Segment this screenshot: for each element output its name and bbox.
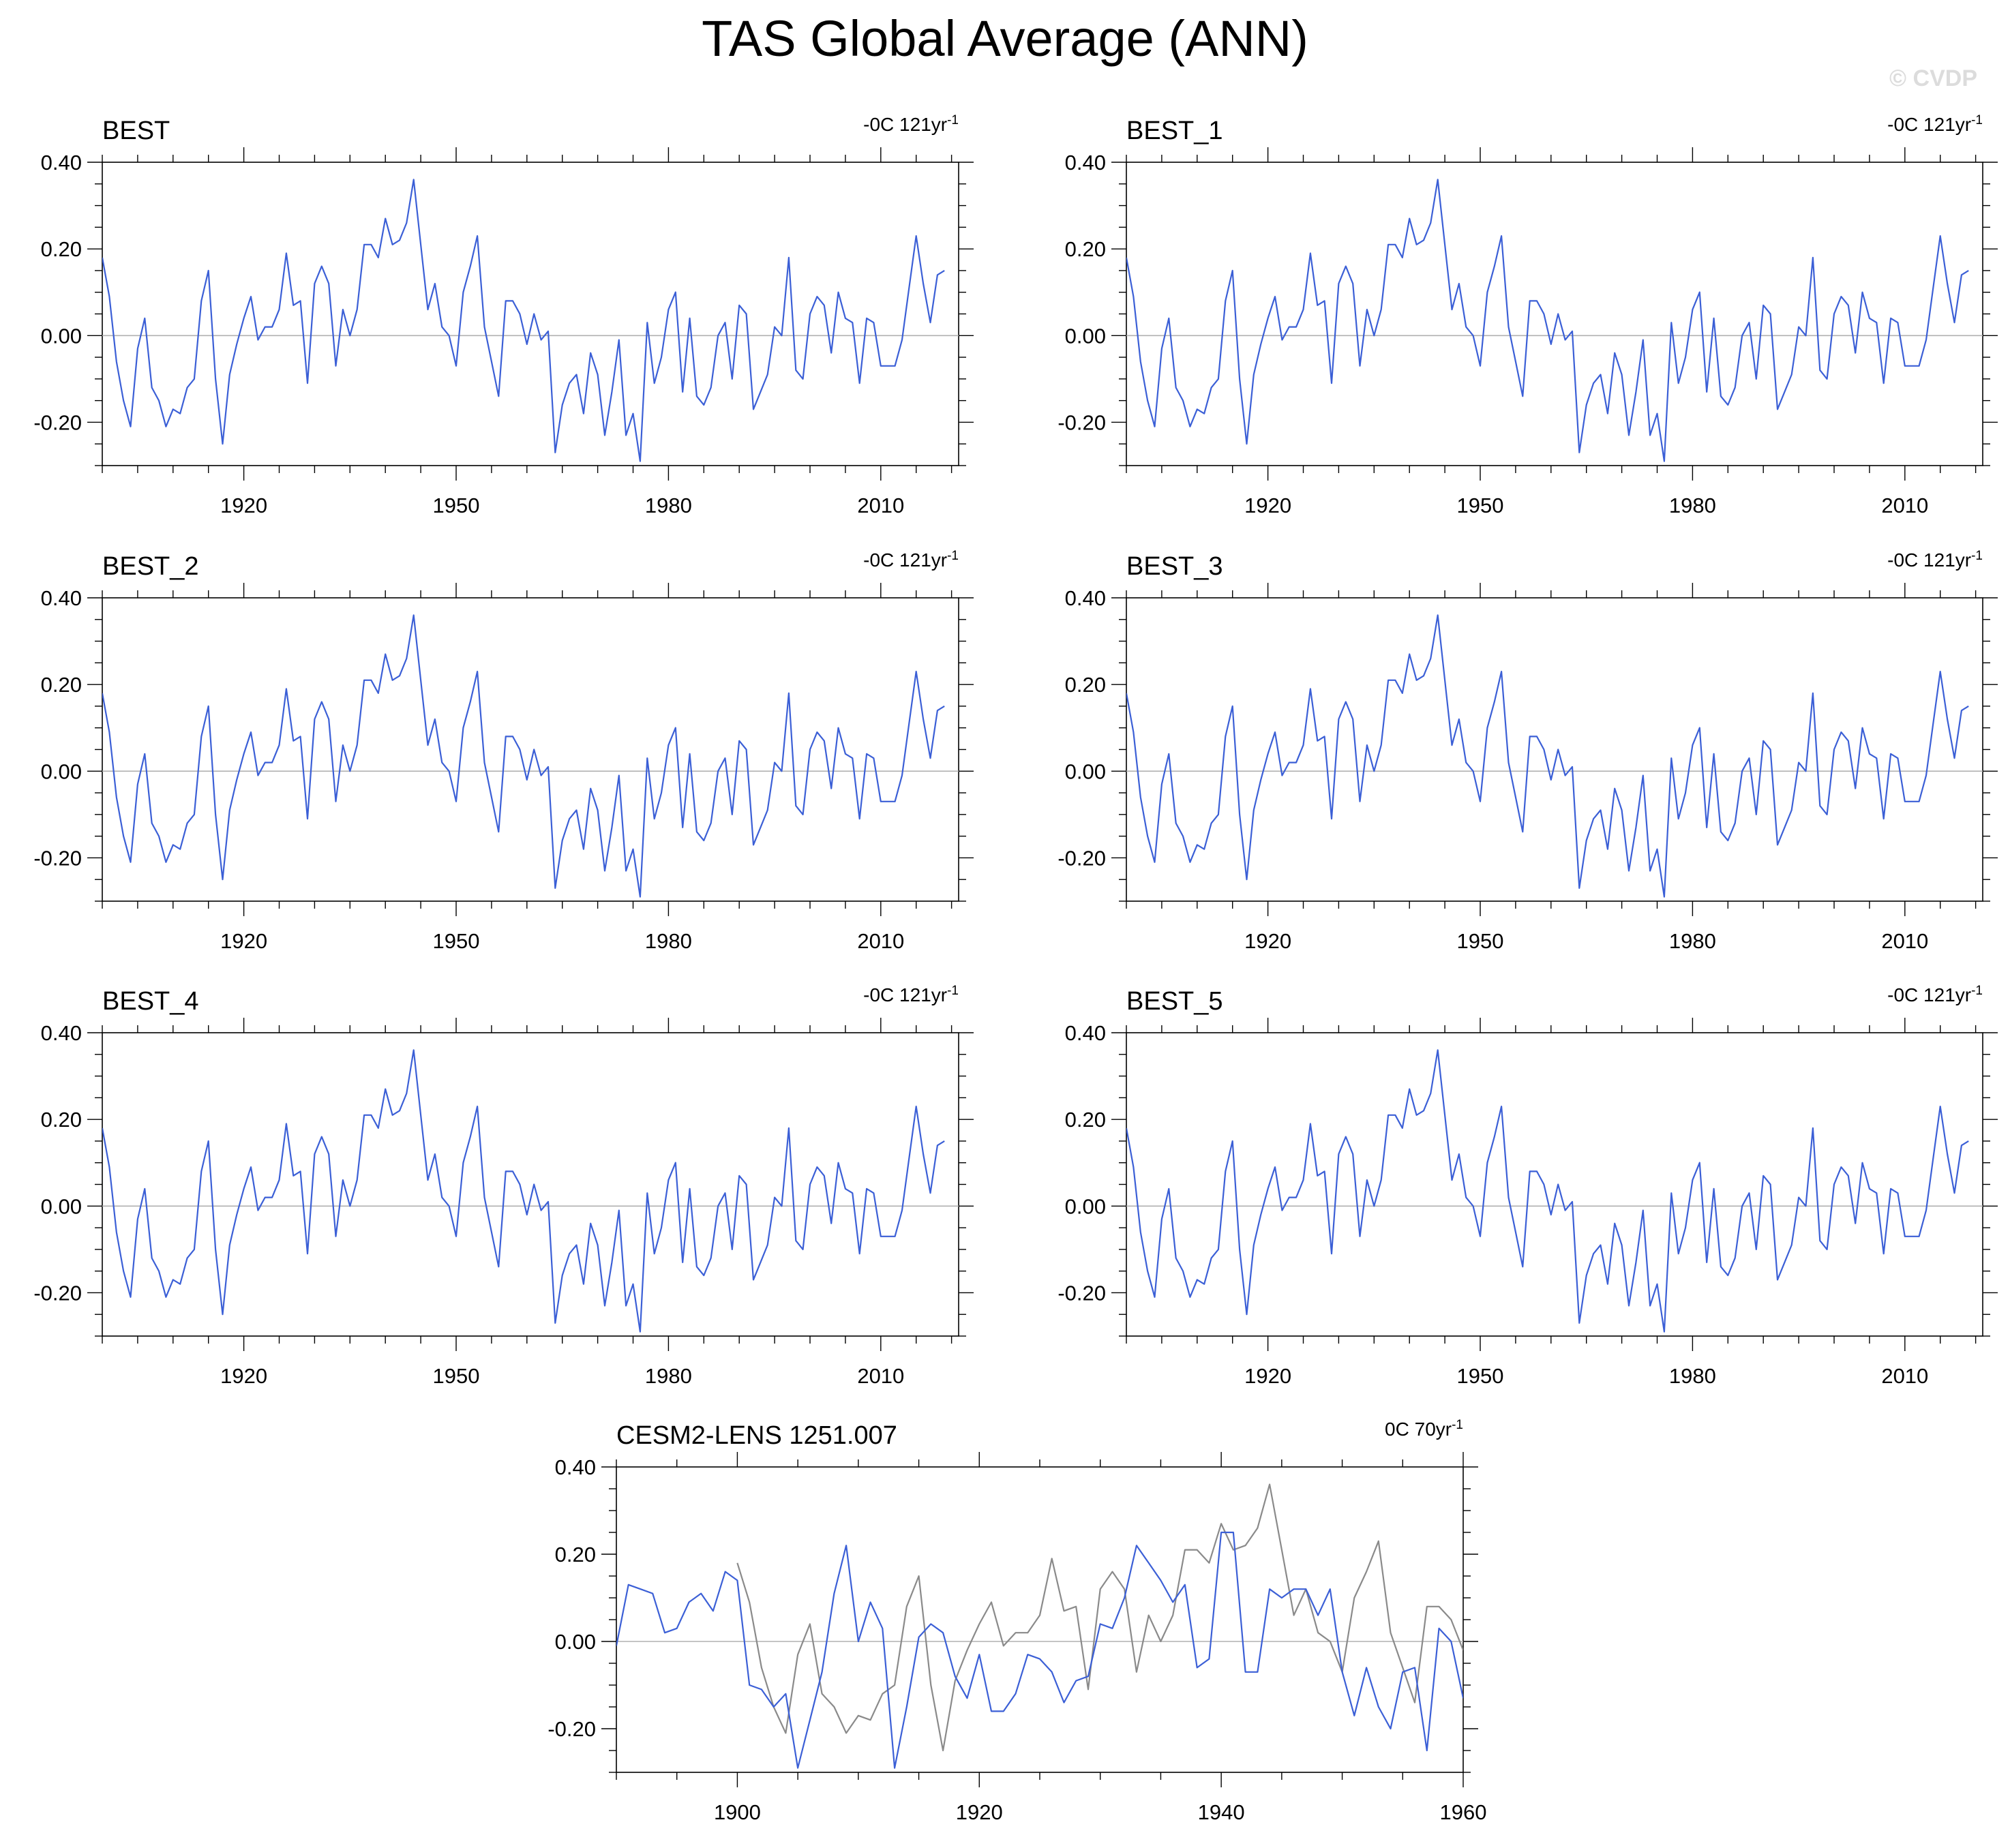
series-line: [1126, 179, 1969, 462]
x-tick-label: 2010: [1881, 494, 1928, 517]
x-tick-label: 1900: [714, 1800, 761, 1824]
y-tick-label: 0.00: [41, 759, 82, 783]
x-tick-label: 1980: [1669, 494, 1716, 517]
x-tick-label: 1950: [433, 929, 480, 953]
y-tick-label: -0.20: [33, 410, 82, 434]
x-tick-label: 1920: [220, 494, 267, 517]
plot-frame: [102, 162, 959, 466]
y-tick-label: 0.20: [1065, 673, 1106, 697]
x-tick-label: 1950: [1457, 929, 1504, 953]
watermark-text: © CVDP: [1889, 65, 1977, 91]
x-tick-label: 2010: [1881, 929, 1928, 953]
x-tick-label: 2010: [857, 494, 904, 517]
y-tick-label: 0.40: [1065, 586, 1106, 610]
panel-title: BEST_2: [102, 552, 199, 581]
plot-frame: [1126, 162, 1983, 466]
trend-annotation: -0C 121yr-1: [1887, 984, 1983, 1005]
y-tick-label: 0.20: [41, 237, 82, 261]
plot-frame: [102, 597, 959, 902]
observed-series-line: [736, 1483, 1463, 1752]
x-tick-label: 1920: [220, 1364, 267, 1388]
panel-title: BEST_3: [1126, 552, 1223, 581]
y-tick-label: -0.20: [548, 1717, 596, 1741]
y-tick-label: 0.40: [1065, 151, 1106, 175]
x-tick-label: 1960: [1440, 1800, 1487, 1824]
y-tick-label: -0.20: [1058, 846, 1106, 870]
panel-title: BEST_5: [1126, 987, 1223, 1016]
trend-annotation: -0C 121yr-1: [863, 113, 959, 135]
plot-frame: [102, 1032, 959, 1337]
panel-title: BEST_1: [1126, 117, 1223, 145]
trend-annotation: -0C 121yr-1: [863, 549, 959, 571]
x-tick-label: 2010: [857, 1364, 904, 1388]
y-tick-label: 0.00: [1065, 759, 1106, 783]
y-tick-label: 0.40: [555, 1455, 596, 1479]
x-tick-label: 1950: [433, 1364, 480, 1388]
x-tick-label: 1920: [1244, 494, 1291, 517]
x-tick-label: 2010: [1881, 1364, 1928, 1388]
x-tick-label: 1950: [1457, 1364, 1504, 1388]
x-tick-label: 1980: [645, 494, 692, 517]
trend-annotation: 0C 70yr-1: [1385, 1418, 1463, 1440]
y-tick-label: 0.00: [1065, 1194, 1106, 1218]
y-tick-label: 0.20: [555, 1543, 596, 1566]
x-tick-label: 1940: [1198, 1800, 1245, 1824]
chart-panel-4: 0.40 0.20 0.00 -0.20 1920 1950 1980 2010 BEST_3 -…: [1058, 549, 1998, 953]
x-tick-label: 1950: [433, 494, 480, 517]
chart-panel-1: 0.40 0.20 0.00 -0.20 1920 1950 1980 2010 BEST -0C…: [33, 113, 974, 517]
panel-title: BEST_4: [102, 987, 199, 1016]
y-tick-label: 0.20: [41, 1108, 82, 1132]
x-tick-label: 1980: [1669, 1364, 1716, 1388]
y-tick-label: 0.40: [41, 1021, 82, 1045]
y-tick-label: -0.20: [33, 1281, 82, 1305]
series-line: [102, 1049, 945, 1333]
series-line: [102, 179, 945, 462]
x-tick-label: 1920: [956, 1800, 1003, 1824]
y-tick-label: 0.40: [41, 151, 82, 175]
y-tick-label: 0.20: [1065, 237, 1106, 261]
plot-frame: [1126, 597, 1983, 902]
panel-title: BEST: [102, 117, 170, 145]
x-tick-label: 1950: [1457, 494, 1504, 517]
x-tick-label: 1980: [1669, 929, 1716, 953]
x-tick-label: 1920: [220, 929, 267, 953]
x-tick-label: 2010: [857, 929, 904, 953]
y-tick-label: 0.20: [1065, 1108, 1106, 1132]
plot-frame: [616, 1466, 1464, 1773]
trend-annotation: -0C 121yr-1: [1887, 113, 1983, 135]
x-tick-label: 1980: [645, 1364, 692, 1388]
series-line: [102, 614, 945, 898]
series-line: [616, 1531, 1463, 1769]
y-tick-label: -0.20: [33, 846, 82, 870]
y-tick-label: 0.00: [41, 1194, 82, 1218]
plot-frame: [1126, 1032, 1983, 1337]
figure-title: TAS Global Average (ANN): [702, 10, 1308, 67]
y-tick-label: 0.40: [1065, 1021, 1106, 1045]
series-line: [1126, 1049, 1969, 1333]
y-tick-label: 0.00: [1065, 324, 1106, 348]
y-tick-label: 0.00: [41, 324, 82, 348]
series-line: [1126, 614, 1969, 898]
y-tick-label: 0.40: [41, 586, 82, 610]
trend-annotation: -0C 121yr-1: [863, 984, 959, 1005]
panels-group: 0.40 0.20 0.00 -0.20 1920 1950 1980 2010 BEST -0C…: [33, 113, 1998, 1824]
x-tick-label: 1980: [645, 929, 692, 953]
y-tick-label: -0.20: [1058, 410, 1106, 434]
x-tick-label: 1920: [1244, 929, 1291, 953]
chart-panel-6: 0.40 0.20 0.00 -0.20 1920 1950 1980 2010 BEST_5 -…: [1058, 984, 1998, 1388]
y-tick-label: -0.20: [1058, 1281, 1106, 1305]
chart-panel-2: 0.40 0.20 0.00 -0.20 1920 1950 1980 2010 BEST_1 -…: [1058, 113, 1998, 517]
x-tick-label: 1920: [1244, 1364, 1291, 1388]
chart-panel-3: 0.40 0.20 0.00 -0.20 1920 1950 1980 2010 BEST_2 -…: [33, 549, 974, 953]
trend-annotation: -0C 121yr-1: [1887, 549, 1983, 571]
panel-title: CESM2-LENS 1251.007: [616, 1421, 897, 1450]
chart-panel-5: 0.40 0.20 0.00 -0.20 1920 1950 1980 2010 BEST_4 -…: [33, 984, 974, 1388]
chart-panel-7: 0.40 0.20 0.00 -0.20 1900 1920 1940 1960 CESM2-L…: [548, 1418, 1486, 1824]
y-tick-label: 0.20: [41, 673, 82, 697]
y-tick-label: 0.00: [555, 1630, 596, 1654]
